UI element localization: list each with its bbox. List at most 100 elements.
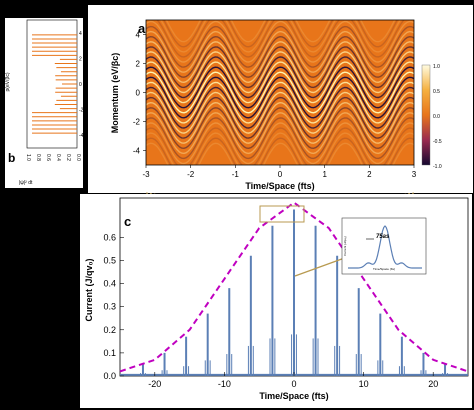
x-tick-label: -3 — [142, 170, 150, 179]
fringe-band — [146, 56, 414, 99]
fringe-band — [146, 61, 414, 104]
fringe-band — [146, 76, 414, 119]
heatmap-y-label: Momentum (eV/βc) — [110, 53, 120, 134]
current-x-label: Time/Space (fts) — [259, 391, 328, 401]
fringe-band — [146, 122, 414, 165]
fringe-band — [146, 107, 414, 150]
y-tick-label: 0.4 — [103, 279, 116, 289]
colorbar-tick-label: 0.0 — [433, 114, 440, 120]
y-tick-label: -4 — [79, 133, 83, 139]
fringe-band — [146, 117, 414, 160]
y-tick-label: 4 — [79, 31, 82, 37]
x-tick-label: -10 — [218, 379, 231, 389]
heatmap-chart: a -3 -2 -1 0 1 2 3 4 2 0 -2 -4 Time/Space (fts) Mo… — [110, 19, 442, 191]
x-tick-label: 1 — [322, 170, 327, 179]
x-tick-label: 0.4 — [55, 154, 61, 161]
fringe-band — [146, 81, 414, 124]
fringe-band — [146, 71, 414, 114]
fringe-band — [163, 20, 399, 48]
panel-c-letter: c — [124, 214, 131, 229]
y-tick-label: 0.2 — [103, 325, 116, 335]
y-tick-label: 0.6 — [103, 232, 116, 242]
fringe-band — [146, 51, 414, 94]
panel-a: a -3 -2 -1 0 1 2 3 4 2 0 -2 -4 Time/Space (fts) Mo… — [88, 5, 473, 193]
x-tick-label: 2 — [367, 170, 372, 179]
y-tick-label: 2 — [79, 56, 82, 62]
colorbar-tick-label: -1.0 — [433, 164, 442, 170]
distribution-x-label: |ψ|² dt — [19, 180, 33, 186]
inset-pointer — [294, 255, 351, 277]
fringe-band — [146, 137, 414, 165]
inset-x-label: Time/Space (fts) — [373, 267, 395, 271]
panel-b-letter: b — [8, 151, 15, 165]
fringe-band — [165, 20, 396, 43]
fringe-band — [146, 127, 414, 165]
fringe-band — [146, 96, 414, 139]
fringe-band — [146, 46, 414, 89]
y-tick-label: 0 — [79, 82, 82, 88]
y-tick-label: 0.0 — [103, 371, 116, 381]
heatmap-y-ticks: 4 2 0 -2 -4 — [133, 31, 146, 156]
y-tick-label: -2 — [133, 118, 141, 127]
fringe-band — [146, 86, 414, 129]
distribution-x-ticks: 1.0 0.8 0.6 0.4 0.2 0.0 — [25, 154, 81, 161]
envelope-curve — [119, 201, 469, 373]
y-tick-label: 0 — [136, 89, 141, 98]
colorbar-tick-label: 0.5 — [433, 89, 440, 95]
panel-b: 4 2 0 -2 -4 1.0 0.8 0.6 0.4 0.2 0.0 b p(eV/βc) |ψ… — [5, 18, 83, 188]
distribution-peaks — [32, 34, 77, 134]
heatmap-x-ticks: -3 -2 -1 0 1 2 3 — [142, 165, 417, 179]
distribution-y-label: p(eV/βc) — [5, 72, 11, 91]
panel-a-letter: a — [138, 21, 146, 36]
fringe-band — [146, 30, 414, 73]
x-tick-label: 0.8 — [35, 154, 41, 161]
fringe-band — [146, 142, 414, 165]
y-tick-label: 0.1 — [103, 348, 116, 358]
fringe-band — [146, 132, 414, 165]
y-tick-label: -4 — [133, 147, 141, 156]
colorbar-ticks: 1.0 0.5 0.0 -0.5 -1.0 — [433, 64, 442, 170]
x-tick-label: 20 — [428, 379, 438, 389]
fringe-band — [146, 66, 414, 109]
panel-c: -20 -10 0 10 20 0.0 0.1 0.2 0.3 0.4 0.5 0.6 Time/S… — [80, 194, 472, 408]
y-tick-label: 0.3 — [103, 302, 116, 312]
fringe-band — [146, 41, 414, 84]
y-tick-label: 4 — [136, 31, 141, 40]
current-y-label: Current (J/qv₀) — [84, 258, 94, 321]
x-tick-label: 0.2 — [65, 154, 71, 161]
colorbar-tick-label: -0.5 — [433, 139, 442, 145]
inset-annotation: 75as — [376, 234, 390, 240]
heatmap-x-label: Time/Space (fts) — [245, 181, 314, 191]
zoom-box — [259, 205, 305, 223]
current-chart: -20 -10 0 10 20 0.0 0.1 0.2 0.3 0.4 0.5 0.6 Time/S… — [84, 197, 469, 401]
x-tick-label: -1 — [232, 170, 240, 179]
fringe-band — [160, 20, 402, 53]
inset-curve — [348, 225, 422, 269]
fringe-band — [146, 25, 414, 68]
y-tick-label: -2 — [79, 108, 83, 114]
x-tick-label: 0.0 — [75, 154, 81, 161]
distribution-y-ticks: 4 2 0 -2 -4 — [79, 31, 83, 139]
x-tick-label: 1.0 — [25, 154, 31, 161]
fringe-band — [146, 101, 414, 144]
fringe-band — [156, 20, 405, 58]
colorbar-tick-label: 1.0 — [433, 64, 440, 70]
fringe-band — [146, 20, 414, 63]
colorbar — [421, 64, 431, 166]
x-tick-label: 0.6 — [45, 154, 51, 161]
x-tick-label: 0 — [278, 170, 283, 179]
current-y-ticks: 0.0 0.1 0.2 0.3 0.4 0.5 0.6 — [103, 232, 124, 381]
fringe-band — [146, 112, 414, 155]
momentum-distribution-chart: 4 2 0 -2 -4 1.0 0.8 0.6 0.4 0.2 0.0 b p(eV/βc) |ψ… — [5, 19, 83, 186]
fringe-band — [146, 91, 414, 134]
inset-plot: 75as Time/Space (fts) Current (J/qv₀) — [341, 217, 427, 275]
y-tick-label: 2 — [136, 60, 141, 69]
current-x-ticks: -20 -10 0 10 20 — [148, 372, 438, 389]
y-tick-label: 0.5 — [103, 255, 116, 265]
x-tick-label: 3 — [412, 170, 417, 179]
heatmap-fringes — [146, 20, 414, 165]
fringe-band — [146, 35, 414, 78]
x-tick-label: -2 — [187, 170, 195, 179]
x-tick-label: -20 — [148, 379, 161, 389]
inset-y-label: Current (J/qv₀) — [343, 236, 347, 256]
